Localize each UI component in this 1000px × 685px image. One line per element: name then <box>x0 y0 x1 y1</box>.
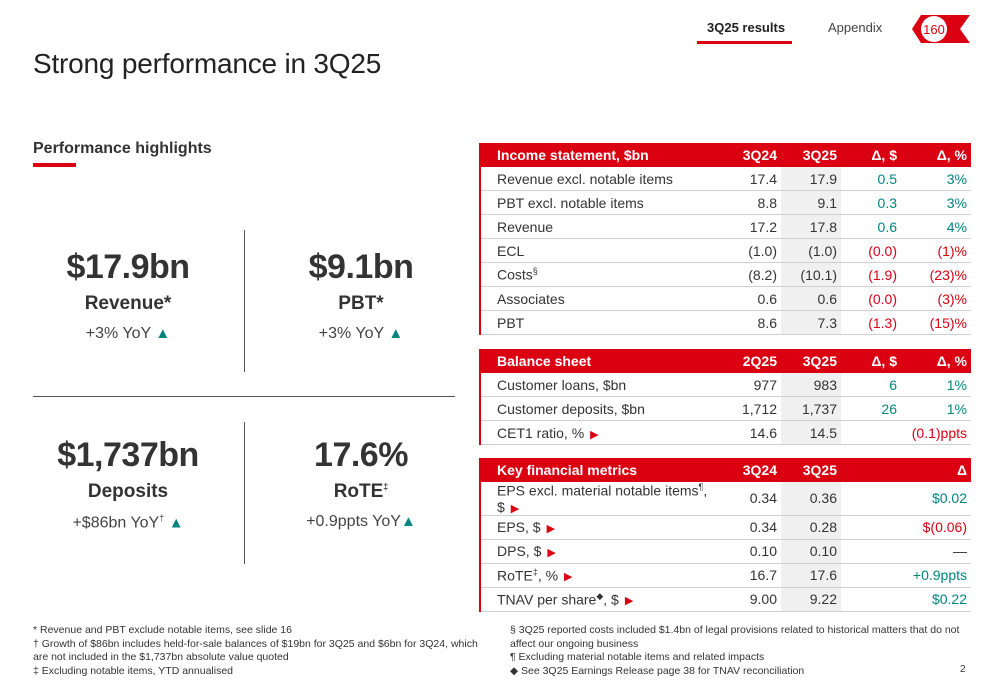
table-row: ECL (1.0) (1.0) (0.0) (1)% <box>481 238 971 263</box>
table-row: Customer loans, $bn 977 983 6 1% <box>481 373 971 397</box>
pbt-label: PBT* <box>338 293 384 314</box>
up-arrow-icon: ▲ <box>155 325 171 342</box>
revenue-tile: $17.9bn Revenue* +3% YoY ▲ <box>23 248 233 343</box>
table-row: Associates 0.6 0.6 (0.0) (3)% <box>481 286 971 311</box>
table-row: PBT 8.6 7.3 (1.3) (15)% <box>481 310 971 335</box>
page-title: Strong performance in 3Q25 <box>33 48 382 79</box>
rote-tile: 17.6% RoTE‡ +0.9ppts YoY▲ <box>256 436 466 531</box>
deposits-label: Deposits <box>87 481 169 502</box>
table-header: Key financial metrics 3Q24 3Q25 Δ <box>481 458 971 482</box>
table-row: Revenue 17.2 17.8 0.6 4% <box>481 214 971 239</box>
page-number: 2 <box>960 664 966 675</box>
key-metrics-table: Key financial metrics 3Q24 3Q25 Δ EPS excl.… <box>479 458 971 612</box>
table-row: PBT excl. notable items 8.8 9.1 0.3 3% <box>481 190 971 215</box>
footnotes-right: § 3Q25 reported costs included $1.4bn of… <box>510 624 960 677</box>
deposits-change: +$86bn YoY† ▲ <box>72 513 184 532</box>
caret-right-icon[interactable]: ▶ <box>564 571 573 584</box>
tab-3q25-results[interactable]: 3Q25 results <box>707 20 786 35</box>
balance-sheet-table: Balance sheet 2Q25 3Q25 Δ, $ Δ, % Customer l… <box>479 349 971 445</box>
deposits-value: $1,737bn <box>57 436 199 474</box>
pbt-tile: $9.1bn PBT* +3% YoY ▲ <box>256 248 466 343</box>
rote-change: +0.9ppts YoY▲ <box>306 513 416 530</box>
pbt-change: +3% YoY ▲ <box>318 325 404 342</box>
table-row: Customer deposits, $bn 1,712 1,737 26 1% <box>481 396 971 421</box>
table-row[interactable]: DPS, $ ▶ 0.10 0.10— <box>481 539 971 564</box>
caret-right-icon[interactable]: ▶ <box>590 428 599 441</box>
deposits-tile: $1,737bn Deposits +$86bn YoY† ▲ <box>23 436 233 532</box>
caret-right-icon[interactable]: ▶ <box>546 523 556 536</box>
active-tab-underline <box>697 41 792 44</box>
table-header: Balance sheet 2Q25 3Q25 Δ, $ Δ, % <box>481 349 971 373</box>
table-header: Income statement, $bn 3Q24 3Q25 Δ, $ Δ, % <box>481 143 971 167</box>
table-row[interactable]: TNAV per share◆, $ ▶ 9.00 9.22 $0.22 <box>481 587 971 612</box>
logo-text: 160 <box>923 22 945 37</box>
up-arrow-icon: ▲ <box>168 514 184 532</box>
table-row[interactable]: RoTE‡, % ▶ 16.7 17.6 +0.9ppts <box>481 563 971 588</box>
caret-right-icon[interactable]: ▶ <box>510 502 520 515</box>
income-statement-table: Income statement, $bn 3Q24 3Q25 Δ, $ Δ, % Re… <box>479 143 971 335</box>
table-row[interactable]: CET1 ratio, % ▶ 14.6 14.5 (0.1)ppts <box>481 420 971 445</box>
highlights-heading: Performance highlights <box>33 140 212 157</box>
caret-right-icon[interactable]: ▶ <box>547 547 556 560</box>
divider-vertical-top <box>244 230 245 372</box>
up-arrow-icon: ▲ <box>388 325 404 342</box>
revenue-label: Revenue* <box>84 293 172 314</box>
table-row[interactable]: EPS, $ ▶ 0.34 0.28 $(0.06) <box>481 515 971 540</box>
footnotes-left: * Revenue and PBT exclude notable items,… <box>33 624 478 677</box>
revenue-change: +3% YoY ▲ <box>85 325 171 342</box>
up-arrow-icon: ▲ <box>400 513 416 530</box>
hsbc-160-logo: 160 <box>912 15 970 43</box>
table-row: Costs§ (8.2) (10.1) (1.9) (23)% <box>481 262 971 287</box>
tab-appendix[interactable]: Appendix <box>828 20 883 35</box>
heading-accent-bar <box>33 163 76 167</box>
table-row[interactable]: EPS excl. material notable items¶, $ ▶ 0.… <box>481 482 971 516</box>
divider-vertical-bottom <box>244 422 245 564</box>
pbt-value: $9.1bn <box>308 248 414 286</box>
rote-label: RoTE‡ <box>333 481 389 502</box>
divider-horizontal <box>33 396 455 397</box>
table-row: Revenue excl. notable items 17.4 17.9 0.5 3% <box>481 167 971 191</box>
rote-value: 17.6% <box>314 436 408 474</box>
revenue-value: $17.9bn <box>66 248 190 286</box>
caret-right-icon[interactable]: ▶ <box>624 595 634 608</box>
